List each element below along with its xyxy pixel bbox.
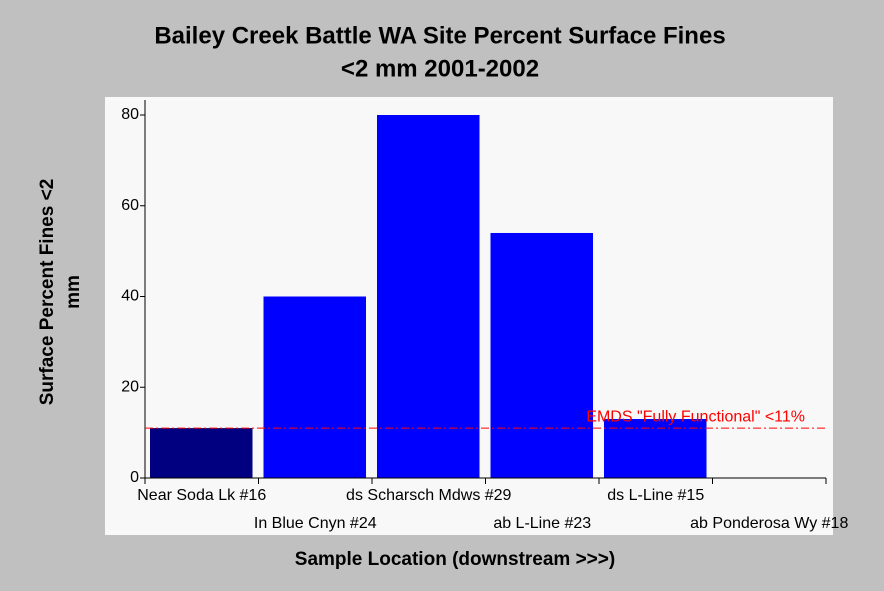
y-axis-title: Surface Percent Fines <2 mm — [37, 179, 84, 406]
x-tick-label: ab Ponderosa Wy #18 — [690, 515, 848, 532]
y-tick-label: 60 — [121, 197, 139, 214]
bar — [490, 232, 593, 478]
x-tick-label: ds Scharsch Mdws #29 — [346, 487, 512, 504]
y-tick-label: 0 — [130, 469, 139, 486]
x-tick-label: In Blue Cnyn #24 — [254, 515, 377, 532]
bar — [604, 419, 707, 478]
bar — [377, 115, 480, 478]
x-axis-title: Sample Location (downstream >>>) — [295, 549, 615, 570]
bar — [263, 296, 366, 478]
x-tick-label: Near Soda Lk #16 — [137, 487, 266, 504]
y-tick-label: 20 — [121, 378, 139, 395]
y-tick-label: 40 — [121, 288, 139, 305]
x-tick-label: ds L-Line #15 — [607, 487, 704, 504]
y-axis-title-line: Surface Percent Fines <2 — [37, 179, 58, 406]
bar — [150, 428, 253, 478]
reference-label: EMDS "Fully Functional" <11% — [586, 408, 805, 425]
y-tick-label: 80 — [121, 106, 139, 123]
chart-title: <2 mm 2001-2002 — [341, 55, 539, 82]
chart-title: Bailey Creek Battle WA Site Percent Surf… — [154, 22, 725, 49]
y-axis-title-line: mm — [63, 275, 84, 309]
x-tick-label: ab L-Line #23 — [493, 515, 591, 532]
